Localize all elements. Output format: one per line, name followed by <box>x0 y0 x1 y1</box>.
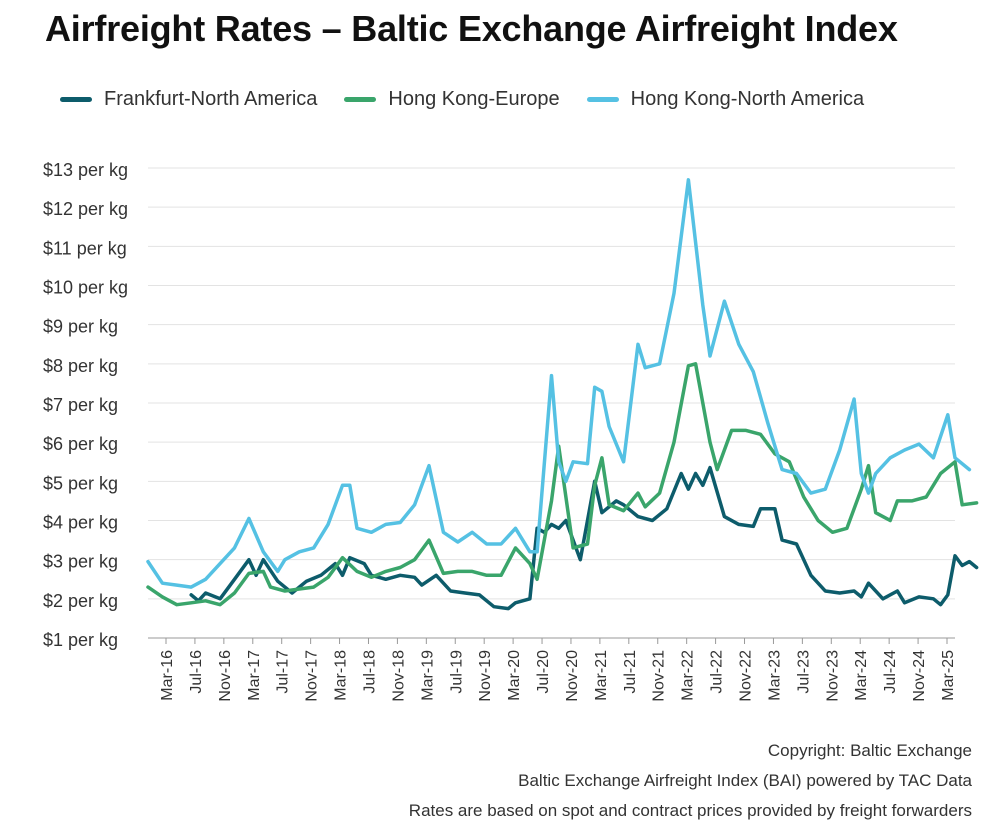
y-tick-label: $8 per kg <box>43 356 118 376</box>
x-tick-label: Mar-23 <box>766 650 783 701</box>
series-line-hong-kong-europe <box>146 362 979 607</box>
x-tick-label: Nov-23 <box>824 650 841 702</box>
y-tick-label: $11 per kg <box>43 238 127 258</box>
x-tick-label: Nov-17 <box>304 650 321 702</box>
legend-label-hong-kong-north-america: Hong Kong-North America <box>630 87 865 110</box>
x-tick-label: Mar-22 <box>680 650 697 701</box>
legend-swatch-frankfurt-north-america <box>60 96 92 102</box>
y-tick-label: $13 per kg <box>43 160 128 180</box>
x-tick-label: Jul-20 <box>535 650 552 694</box>
legend-swatch-hong-kong-europe <box>344 96 377 102</box>
legend-label-frankfurt-north-america: Frankfurt-North America <box>104 87 318 110</box>
y-tick-label: $4 per kg <box>43 513 118 533</box>
x-tick-label: Mar-19 <box>419 650 436 701</box>
x-tick-label: Jul-24 <box>882 650 899 694</box>
legend: Frankfurt-North America Hong Kong-Europe… <box>60 86 891 112</box>
legend-label-hong-kong-europe: Hong Kong-Europe <box>388 87 560 110</box>
legend-item-frankfurt-north-america: Frankfurt-North America <box>60 88 317 111</box>
y-tick-label: $1 per kg <box>43 630 118 650</box>
legend-item-hong-kong-europe: Hong Kong-Europe <box>344 87 560 111</box>
x-tick-label: Mar-16 <box>159 650 176 701</box>
y-tick-label: $12 per kg <box>43 199 128 219</box>
x-tick-label: Mar-21 <box>593 650 610 701</box>
x-tick-label: Mar-24 <box>853 650 870 701</box>
x-tick-label: Nov-22 <box>738 650 755 702</box>
chart-title: Airfreight Rates – Baltic Exchange Airfr… <box>45 8 898 49</box>
x-tick-label: Jul-21 <box>622 650 639 694</box>
y-tick-label: $2 per kg <box>43 591 118 611</box>
y-tick-label: $10 per kg <box>43 278 128 298</box>
x-tick-label: Jul-17 <box>275 650 292 694</box>
y-tick-label: $9 per kg <box>43 317 118 337</box>
x-tick-label: Nov-20 <box>564 650 581 702</box>
x-tick-label: Nov-24 <box>911 650 928 702</box>
x-tick-label: Mar-25 <box>940 650 957 701</box>
y-axis-tick-labels: $1 per kg $2 per kg $3 per kg $4 per kg $5 p… <box>43 160 128 650</box>
x-tick-label: Nov-19 <box>477 650 494 702</box>
x-tick-label: Jul-16 <box>188 650 205 694</box>
series-lines <box>146 178 979 611</box>
x-axis-tick-labels: Mar-16 Jul-16 Nov-16 Mar-17 Jul-17 Nov-17 Mar-… <box>148 637 957 702</box>
x-tick-label: Jul-19 <box>448 650 465 694</box>
x-tick-label: Mar-18 <box>333 650 350 701</box>
footer-source: Baltic Exchange Airfreight Index (BAI) p… <box>518 771 972 790</box>
y-tick-label: $5 per kg <box>43 473 118 493</box>
x-tick-label: Nov-18 <box>390 650 407 702</box>
x-tick-label: Jul-23 <box>795 650 812 694</box>
footer-copyright: Copyright: Baltic Exchange <box>767 741 972 760</box>
y-tick-label: $7 per kg <box>43 395 118 415</box>
x-tick-label: Mar-17 <box>246 650 263 701</box>
y-tick-label: $3 per kg <box>43 552 118 572</box>
x-tick-label: Nov-16 <box>217 650 234 702</box>
x-tick-label: Jul-18 <box>361 650 378 694</box>
y-tick-label: $6 per kg <box>43 434 118 454</box>
series-line-hong-kong-north-america <box>146 178 972 589</box>
legend-swatch-hong-kong-north-america <box>586 96 619 102</box>
x-tick-label: Nov-21 <box>651 650 668 702</box>
x-tick-label: Mar-20 <box>506 650 523 701</box>
x-tick-label: Jul-22 <box>709 650 726 694</box>
legend-item-hong-kong-north-america: Hong Kong-North America <box>586 87 865 111</box>
footer-note: Rates are based on spot and contract pri… <box>408 801 972 820</box>
